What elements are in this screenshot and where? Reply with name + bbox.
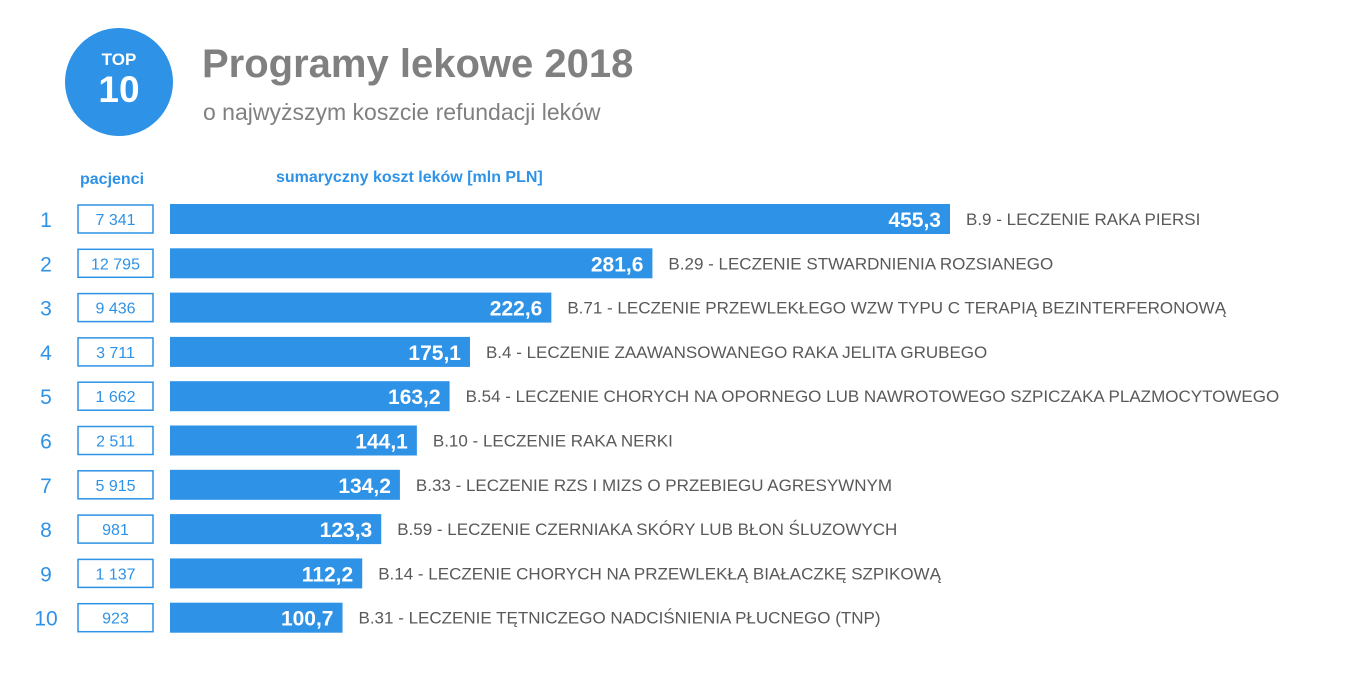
bar — [170, 204, 950, 234]
rank-number: 1 — [40, 209, 52, 232]
category-label: B.33 - LECZENIE RZS I MIZS O PRZEBIEGU A… — [416, 476, 892, 495]
top10-badge: TOP 10 — [65, 28, 173, 136]
page-subtitle: o najwyższym koszcie refundacji leków — [203, 99, 601, 125]
badge-number: 10 — [98, 69, 140, 110]
bar-value-label: 163,2 — [388, 386, 441, 409]
category-label: B.4 - LECZENIE ZAAWANSOWANEGO RAKA JELIT… — [486, 343, 987, 362]
patients-count: 1 662 — [95, 389, 135, 406]
bar-value-label: 281,6 — [591, 253, 644, 276]
badge-top-label: TOP — [101, 50, 137, 69]
bar-value-label: 175,1 — [408, 342, 461, 365]
patients-box — [77, 558, 154, 589]
bar-value-label: 134,2 — [338, 475, 391, 498]
patients-count: 3 711 — [96, 345, 135, 362]
category-label: B.31 - LECZENIE TĘTNICZEGO NADCIŚNIENIA … — [359, 609, 881, 628]
category-label: B.9 - LECZENIE RAKA PIERSI — [966, 210, 1200, 229]
bar — [170, 514, 382, 545]
page-title: Programy lekowe 2018 — [202, 42, 634, 86]
patients-box — [77, 337, 154, 367]
bar — [170, 425, 417, 456]
patients-count: 12 795 — [91, 256, 140, 273]
rank-number: 5 — [40, 386, 52, 409]
patients-count: 1 137 — [95, 566, 135, 583]
bar — [170, 292, 552, 323]
bar-value-label: 222,6 — [490, 298, 543, 321]
rank-number: 7 — [40, 475, 52, 498]
rank-number: 6 — [40, 431, 52, 454]
category-label: B.59 - LECZENIE CZERNIAKA SKÓRY LUB BŁON… — [397, 520, 897, 539]
bar — [170, 336, 470, 367]
patients-count: 2 511 — [96, 434, 135, 451]
bar — [170, 469, 400, 500]
rank-number: 2 — [40, 253, 52, 276]
patients-box — [77, 470, 154, 500]
bar — [170, 248, 653, 279]
category-label: B.14 - LECZENIE CHORYCH NA PRZEWLEKŁĄ BI… — [378, 564, 941, 583]
category-label: B.54 - LECZENIE CHORYCH NA OPORNEGO LUB … — [466, 387, 1280, 406]
rank-number: 10 — [34, 608, 57, 631]
patients-count: 923 — [102, 611, 129, 628]
bar — [170, 381, 450, 412]
patients-box — [77, 248, 154, 279]
patients-count: 981 — [102, 522, 129, 539]
rank-number: 3 — [40, 298, 52, 321]
bar-value-label: 144,1 — [355, 431, 408, 454]
patients-column-header: pacjenci — [80, 171, 145, 188]
patients-box — [77, 381, 154, 411]
patients-count: 5 915 — [95, 478, 135, 495]
category-label: B.71 - LECZENIE PRZEWLEKŁEGO WZW TYPU C … — [567, 299, 1226, 318]
category-label: B.29 - LECZENIE STWARDNIENIA ROZSIANEGO — [668, 254, 1053, 273]
category-label: B.10 - LECZENIE RAKA NERKI — [433, 432, 673, 451]
bar-value-label: 123,3 — [320, 519, 373, 542]
rank-number: 4 — [40, 342, 52, 365]
patients-box — [77, 292, 154, 323]
bar-value-label: 112,2 — [302, 563, 353, 586]
bar-value-label: 100,7 — [281, 608, 334, 631]
patients-count: 9 436 — [95, 301, 135, 318]
patients-count: 7 341 — [95, 212, 135, 229]
bar — [170, 558, 363, 589]
patients-box — [77, 425, 154, 456]
bar-value-label: 455,3 — [888, 209, 941, 232]
rank-number: 9 — [40, 563, 52, 586]
bar — [170, 602, 343, 633]
patients-box — [77, 602, 154, 633]
cost-column-header: sumaryczny koszt leków [mln PLN] — [276, 169, 543, 186]
patients-box — [77, 514, 154, 544]
rank-number: 8 — [40, 519, 52, 542]
patients-box — [77, 204, 154, 234]
